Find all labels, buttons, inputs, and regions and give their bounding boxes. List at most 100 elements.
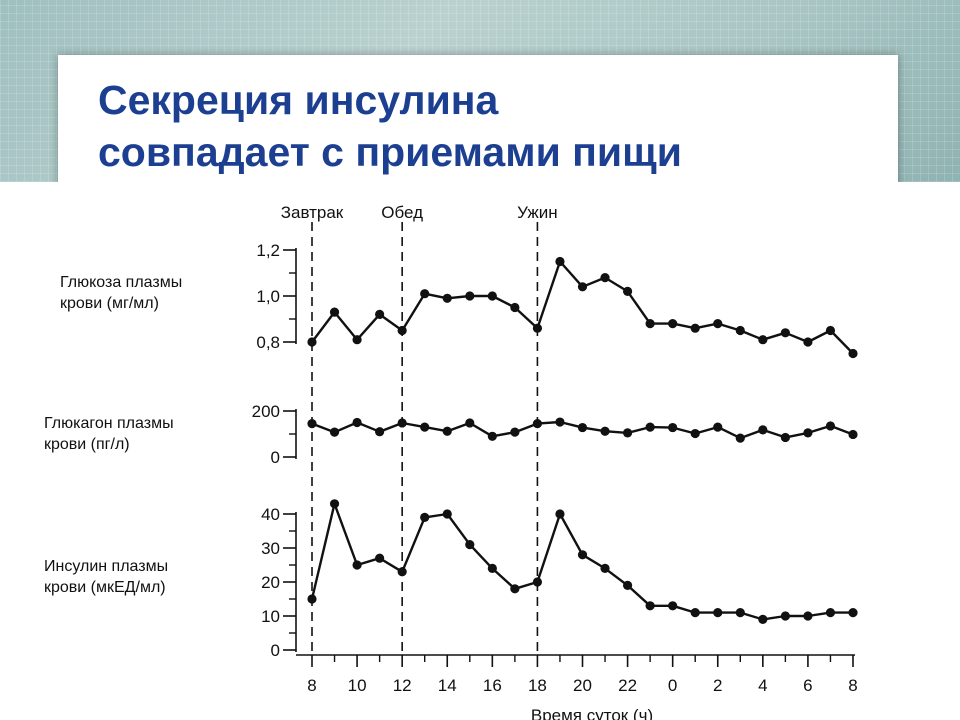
x-tick-label: 6 [803, 676, 812, 695]
insulin-label: Инсулин плазмы [44, 558, 168, 575]
meal-markers: Завтрак Обед Ужин [281, 203, 558, 655]
insulin-y-tick-label: 0 [271, 641, 280, 660]
insulin-data-point [735, 608, 745, 618]
glucagon-data-point [510, 427, 520, 437]
insulin-data-point [510, 584, 520, 594]
x-axis-title: Время суток (ч) [531, 706, 653, 720]
glucose-data-point [465, 291, 475, 301]
glucose-data-point [329, 307, 340, 317]
glucose-data-point [780, 328, 790, 338]
glucagon-data-point [442, 426, 452, 436]
glucose-data-point [803, 337, 813, 347]
x-tick-label: 22 [618, 676, 637, 695]
glucagon-data-point [555, 417, 565, 427]
glucagon-data-point [465, 418, 475, 428]
insulin-y-tick-label: 30 [261, 539, 280, 558]
glucagon-data-point [622, 428, 633, 438]
glucagon-data-point [668, 422, 678, 433]
insulin-data-point [307, 594, 317, 604]
glucose-label: Глюкоза плазмы [60, 274, 182, 291]
x-tick-label: 12 [393, 676, 412, 695]
glucagon-data-point [532, 419, 543, 429]
glucagon-data-point [713, 422, 723, 432]
glucagon-label: крови (пг/л) [44, 436, 130, 453]
x-tick-label: 0 [668, 676, 677, 695]
glucose-data-point [758, 335, 768, 345]
slide-title-line-2: совпадает с приемами пищи [98, 129, 682, 175]
glucagon-data-point [780, 432, 790, 443]
insulin-data-point [848, 608, 858, 618]
glucose-y-tick-label: 1,0 [256, 287, 280, 306]
glucose-data-point [713, 319, 723, 329]
insulin-data-point [668, 601, 678, 611]
x-tick-label: 16 [483, 676, 502, 695]
glucose-data-point [668, 319, 678, 329]
meal-marker-label: Завтрак [281, 203, 344, 222]
glucose-data-point [397, 325, 407, 336]
glucagon-data-point [600, 426, 610, 436]
x-tick-label: 18 [528, 676, 547, 695]
glucagon-data-point [577, 422, 588, 433]
glucagon-y-tick-label: 200 [252, 402, 280, 421]
glucose-y-tick-label: 1,2 [256, 241, 280, 260]
x-tick-label: 8 [307, 676, 316, 695]
glucose-data-point [848, 348, 858, 359]
glucagon-data-point [735, 433, 745, 443]
meal-marker-label: Обед [381, 203, 423, 222]
glucose-panel: 0,8 1,0 1,2 Глюкоза плазмы крови (мг/мл) [60, 241, 858, 359]
insulin-label: крови (мкЕД/мл) [44, 579, 166, 596]
insulin-data-point [577, 550, 588, 560]
x-tick-label: 10 [348, 676, 367, 695]
glucagon-data-point [803, 428, 813, 438]
insulin-data-point [690, 608, 700, 618]
glucose-data-point [442, 293, 452, 303]
glucose-data-point [510, 302, 520, 313]
insulin-data-point [465, 540, 475, 550]
glucagon-data-point [758, 425, 768, 435]
insulin-data-point [487, 563, 497, 574]
glucagon-data-point [645, 422, 655, 432]
insulin-panel: 0 10 20 30 40 Инсулин плазмы крови (мкЕД/мл) [44, 499, 858, 660]
glucose-data-point [735, 325, 745, 336]
glucagon-data-point [375, 427, 385, 437]
glucose-series-line [311, 260, 854, 355]
glucagon-data-point [825, 421, 836, 431]
glucagon-data-point [848, 429, 858, 440]
glucose-data-point [600, 273, 610, 283]
x-tick-label: 14 [438, 676, 457, 695]
insulin-data-point [420, 512, 430, 523]
glucose-label: крови (мг/мл) [60, 295, 159, 312]
glucose-data-point [375, 309, 385, 319]
glucagon-data-point [352, 417, 362, 428]
insulin-data-point [803, 611, 813, 621]
title-banner-background [0, 0, 960, 182]
insulin-data-point [780, 611, 790, 621]
insulin-data-point [555, 509, 565, 519]
title-card [58, 55, 898, 182]
glucose-y-tick-label: 0,8 [256, 333, 280, 352]
glucose-data-point [307, 337, 317, 347]
insulin-data-point [713, 608, 723, 618]
glucose-data-point [487, 291, 497, 301]
x-tick-label: 8 [848, 676, 857, 695]
insulin-y-tick-label: 20 [261, 573, 280, 592]
glucagon-data-point [487, 431, 497, 441]
slide-title-line-1: Секреция инсулина [98, 77, 499, 123]
insulin-data-point [825, 608, 836, 618]
glucose-data-point [555, 256, 565, 267]
glucose-data-point [420, 289, 430, 299]
x-tick-label: 4 [758, 676, 767, 695]
glucose-data-point [825, 325, 836, 336]
insulin-data-point [375, 553, 385, 563]
insulin-data-point [758, 614, 768, 625]
x-axis: 8 10 12 14 16 18 20 22 0 2 4 6 8 Время суток (ч) [296, 654, 858, 720]
insulin-data-point [645, 601, 655, 611]
insulin-data-point [622, 580, 633, 591]
glucagon-data-point [397, 418, 407, 428]
x-tick-label: 20 [573, 676, 592, 695]
insulin-data-point [532, 577, 543, 587]
insulin-data-point [397, 567, 407, 577]
glucose-data-point [645, 319, 655, 329]
insulin-data-point [442, 509, 452, 519]
